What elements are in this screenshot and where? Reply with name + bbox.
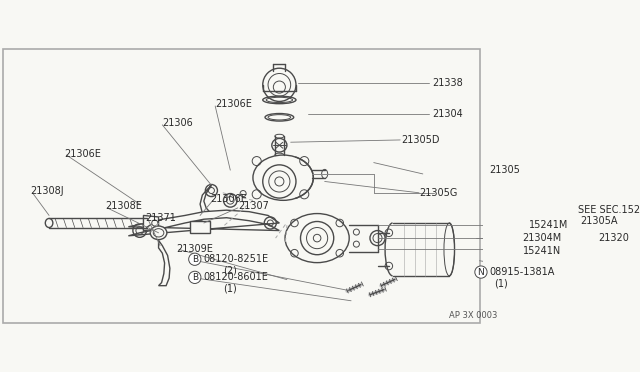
Text: 21308J: 21308J	[30, 186, 64, 196]
Text: B: B	[192, 273, 198, 282]
Polygon shape	[190, 221, 210, 233]
Ellipse shape	[150, 226, 167, 240]
Polygon shape	[200, 185, 223, 223]
Text: B: B	[192, 255, 198, 264]
Text: AP 3X 0003: AP 3X 0003	[449, 311, 498, 320]
Text: 21371: 21371	[146, 213, 177, 223]
Text: 21304M: 21304M	[522, 233, 562, 243]
Text: (2): (2)	[223, 266, 237, 276]
Text: 21338: 21338	[432, 78, 463, 88]
Polygon shape	[159, 240, 170, 286]
Text: 21306: 21306	[163, 118, 193, 128]
Ellipse shape	[45, 218, 53, 228]
Polygon shape	[129, 210, 280, 236]
Text: 15241M: 15241M	[529, 219, 568, 230]
Ellipse shape	[265, 113, 294, 121]
Text: 21305: 21305	[489, 165, 520, 175]
Text: (1): (1)	[223, 284, 237, 294]
Text: 08120-8251E: 08120-8251E	[204, 254, 269, 264]
Text: (1): (1)	[495, 278, 508, 288]
Text: 15241N: 15241N	[522, 246, 561, 256]
Text: 21305A: 21305A	[580, 216, 618, 226]
Text: 21305G: 21305G	[419, 188, 458, 198]
Text: 21307: 21307	[238, 201, 269, 211]
Text: 08915-1381A: 08915-1381A	[489, 267, 555, 277]
Text: 21305D: 21305D	[402, 135, 440, 145]
Text: 08120-8601E: 08120-8601E	[204, 272, 269, 282]
Text: 21306E: 21306E	[210, 194, 247, 204]
Text: 21320: 21320	[599, 233, 630, 243]
Text: SEE SEC.152: SEE SEC.152	[578, 205, 640, 215]
Text: 21308E: 21308E	[106, 201, 143, 211]
Ellipse shape	[285, 214, 349, 263]
Ellipse shape	[253, 155, 314, 201]
Text: 21304: 21304	[432, 109, 463, 119]
Text: 21306E: 21306E	[64, 148, 101, 158]
Polygon shape	[143, 215, 159, 231]
Text: 21309E: 21309E	[177, 244, 214, 254]
Text: N: N	[477, 267, 484, 276]
Text: 21306E: 21306E	[215, 99, 252, 109]
